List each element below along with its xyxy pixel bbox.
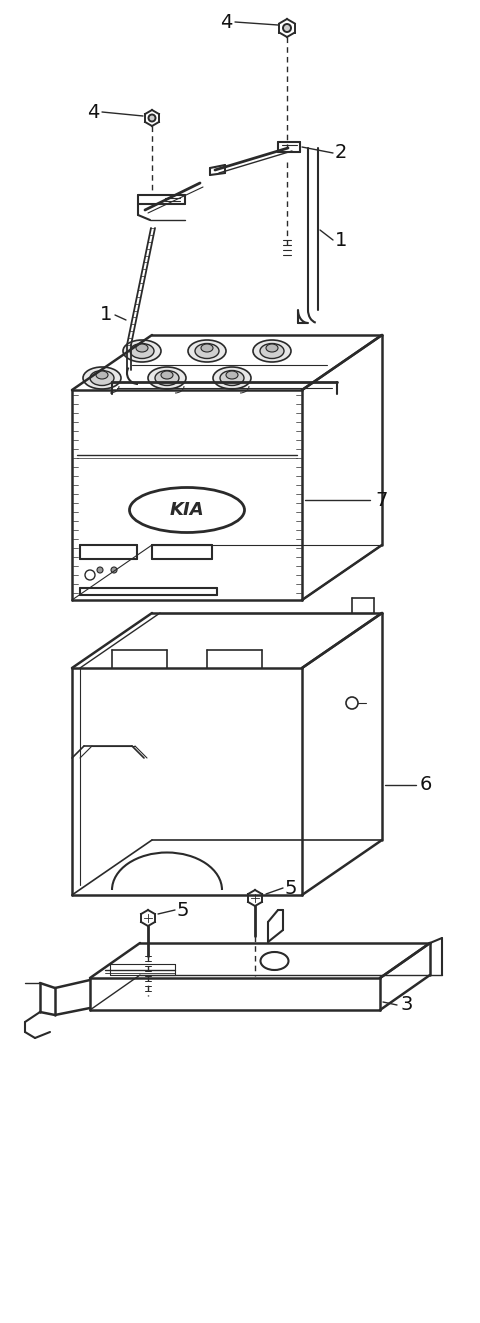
Text: 5: 5 [177,901,190,919]
Ellipse shape [220,370,244,385]
Circle shape [97,568,103,573]
Ellipse shape [266,344,278,352]
Text: 2: 2 [335,143,348,163]
Text: 3: 3 [400,995,412,1015]
Ellipse shape [161,370,173,378]
Circle shape [283,24,291,32]
Ellipse shape [148,366,186,389]
Text: 4: 4 [220,12,232,32]
Text: 7: 7 [375,491,387,509]
Ellipse shape [188,340,226,363]
Ellipse shape [155,370,179,385]
Text: KIA: KIA [170,501,204,519]
Ellipse shape [201,344,213,352]
Ellipse shape [90,370,114,385]
Text: 1: 1 [100,306,112,324]
Ellipse shape [213,366,251,389]
Ellipse shape [83,366,121,389]
Text: 4: 4 [87,102,99,122]
Circle shape [148,115,156,122]
Text: 1: 1 [335,230,348,250]
Ellipse shape [130,344,154,359]
Ellipse shape [96,370,108,378]
Circle shape [111,568,117,573]
Text: 6: 6 [420,775,432,795]
Ellipse shape [226,370,238,378]
Ellipse shape [136,344,148,352]
Ellipse shape [260,344,284,359]
Ellipse shape [123,340,161,363]
Ellipse shape [253,340,291,363]
Ellipse shape [195,344,219,359]
Text: 5: 5 [285,878,298,897]
